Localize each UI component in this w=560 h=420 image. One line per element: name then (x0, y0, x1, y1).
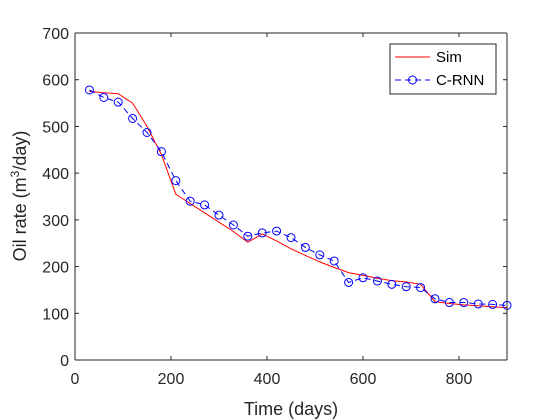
series-layer (84, 85, 512, 310)
data-point-c-rnn (214, 210, 224, 220)
data-point-c-rnn (444, 298, 454, 308)
data-point-c-rnn (459, 298, 469, 308)
data-point-c-rnn (329, 256, 339, 266)
data-point-c-rnn (171, 176, 181, 186)
data-point-c-rnn (372, 276, 382, 286)
legend-crnn-label: C-RNN (436, 72, 484, 89)
data-point-c-rnn (401, 282, 411, 292)
data-point-c-rnn (430, 294, 440, 304)
data-point-c-rnn (257, 228, 267, 238)
data-point-c-rnn (200, 200, 210, 210)
data-point-c-rnn (344, 277, 354, 287)
data-point-c-rnn (113, 97, 123, 107)
data-point-c-rnn (286, 233, 296, 243)
legend: Sim C-RNN (389, 43, 497, 95)
data-point-c-rnn (358, 273, 368, 283)
y-tick-label: 100 (42, 306, 69, 323)
y-axis-title: Oil rate (m3/day) (8, 131, 30, 262)
data-point-c-rnn (228, 220, 238, 230)
y-axis-title-tail: /day) (10, 131, 30, 171)
y-tick-label: 500 (42, 119, 69, 136)
data-point-c-rnn (315, 250, 325, 260)
y-tick-label: 300 (42, 213, 69, 230)
data-point-c-rnn (128, 113, 138, 123)
y-tick-label: 0 (60, 353, 69, 370)
y-tick-label: 200 (42, 260, 69, 277)
data-point-c-rnn (156, 147, 166, 157)
legend-box (389, 43, 497, 95)
y-tick-label: 600 (42, 73, 69, 90)
tick-layer: 0 200 400 600 800 0 100 200 300 400 500 600 700 (42, 26, 507, 388)
data-point-c-rnn (416, 283, 426, 293)
x-tick-label: 600 (350, 371, 377, 388)
data-point-c-rnn (300, 242, 310, 252)
data-point-c-rnn (488, 299, 498, 309)
y-tick-label: 700 (42, 26, 69, 43)
y-axis-title-main: Oil rate (m (10, 177, 30, 261)
x-tick-label: 200 (158, 371, 185, 388)
data-point-c-rnn (473, 299, 483, 309)
data-point-c-rnn (387, 279, 397, 289)
x-tick-label: 0 (71, 371, 80, 388)
data-point-c-rnn (272, 226, 282, 236)
axes-layer (74, 32, 508, 361)
x-tick-label: 400 (254, 371, 281, 388)
data-point-c-rnn (99, 92, 109, 102)
y-axis-title-superscript: 3 (8, 170, 22, 177)
data-point-c-rnn (142, 128, 152, 138)
data-point-c-rnn (185, 196, 195, 206)
x-axis-title: Time (days) (244, 399, 338, 419)
legend-crnn-marker (408, 75, 417, 85)
y-tick-label: 400 (42, 166, 69, 183)
data-point-c-rnn (84, 85, 94, 95)
x-tick-label: 800 (446, 371, 473, 388)
legend-sim-label: Sim (436, 49, 462, 66)
data-point-c-rnn (243, 231, 253, 241)
